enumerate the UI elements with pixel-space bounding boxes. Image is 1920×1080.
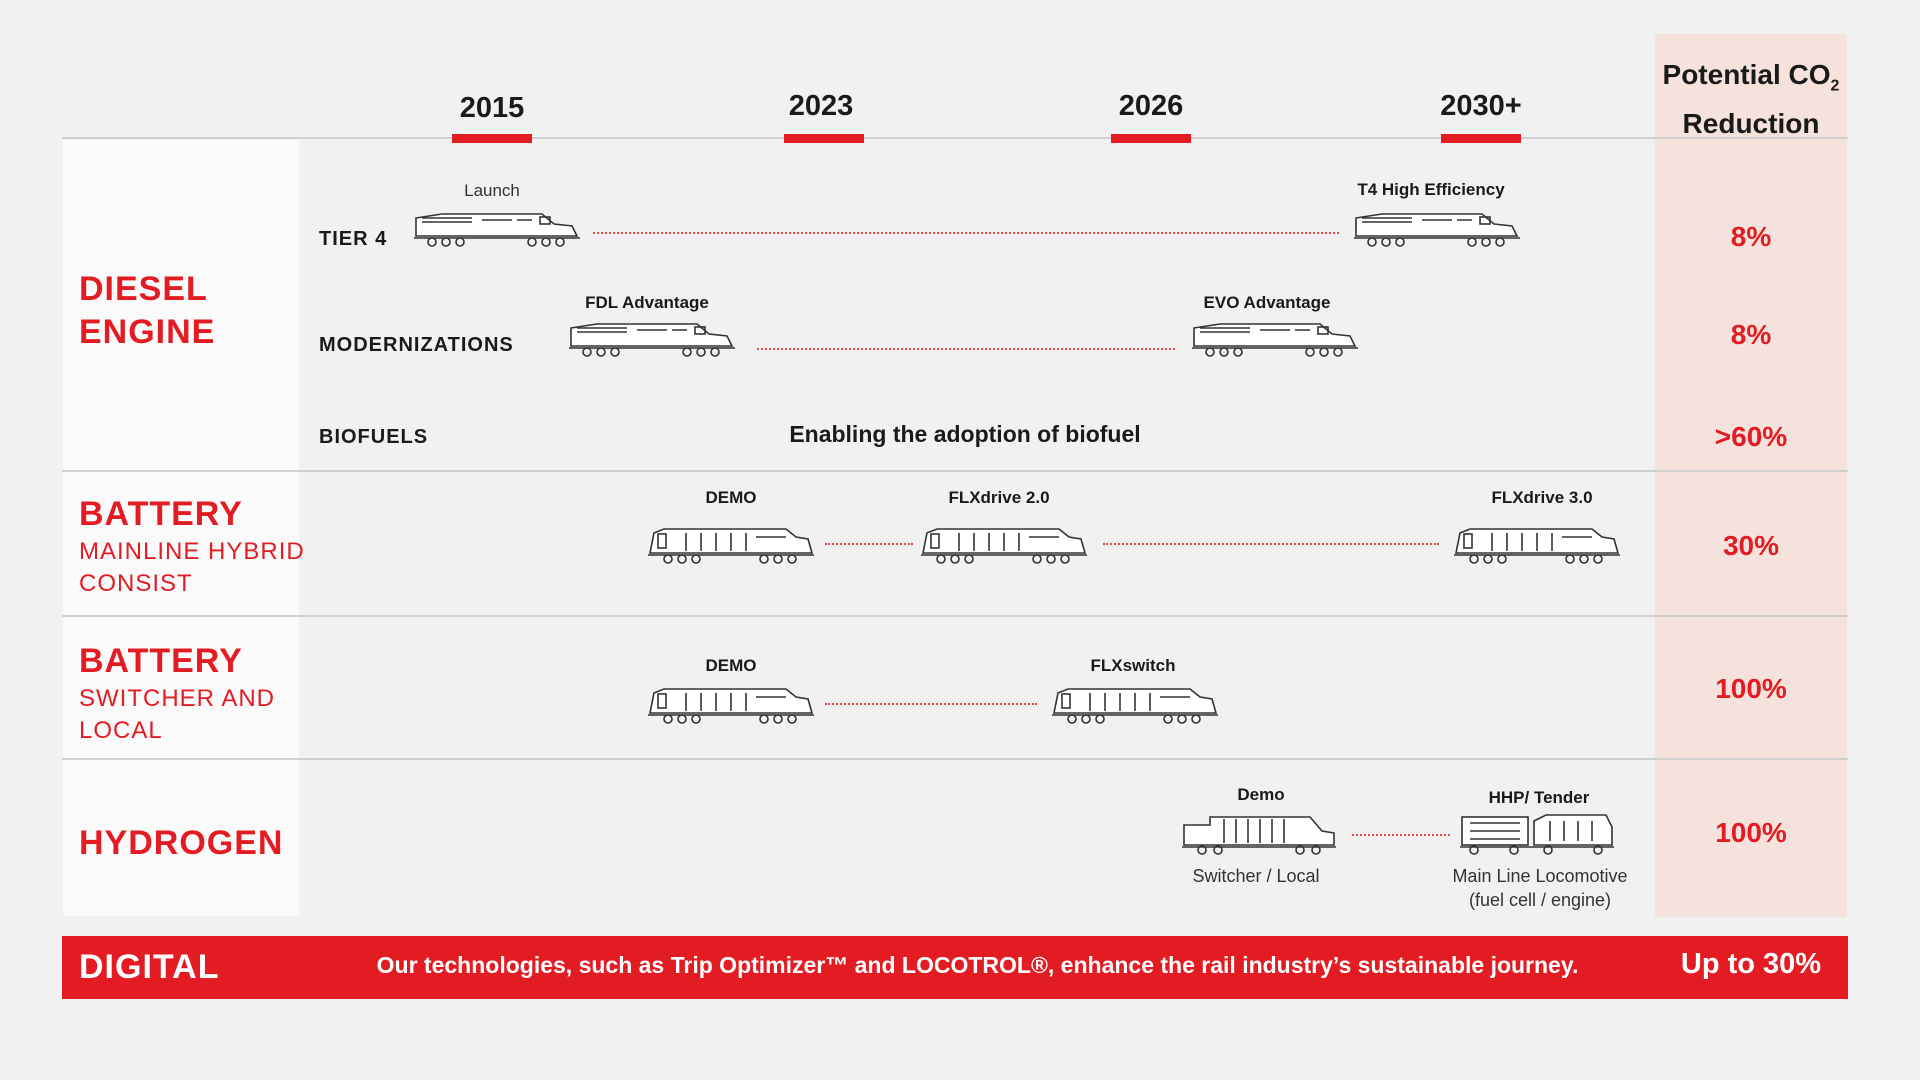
year-2030-plus: 2030+ xyxy=(1440,90,1522,122)
diesel-locomotive-icon xyxy=(1190,318,1360,363)
milestone-fdl-advantage: FDL Advantage xyxy=(585,293,709,312)
category-title: BATTERY xyxy=(79,495,243,533)
category-battery-switcher: BATTERY SWITCHER AND LOCAL xyxy=(79,640,275,747)
co2-title-text-2: Reduction xyxy=(1682,107,1820,139)
milestone-demo: DEMO xyxy=(705,656,757,675)
reduction-battery-mainline: 30% xyxy=(1722,530,1780,561)
row-label-tier4: TIER 4 xyxy=(319,228,388,250)
hydrogen-tender-icon xyxy=(1459,811,1615,860)
year-marker xyxy=(1441,134,1521,143)
milestone-hhp-tender: HHP/ Tender xyxy=(1488,788,1590,807)
timeline-connector xyxy=(1352,834,1450,836)
diesel-locomotive-icon xyxy=(1352,208,1522,253)
caption-line2: (fuel cell / engine) xyxy=(1468,890,1612,910)
category-hydrogen: HYDROGEN xyxy=(79,824,284,862)
milestone-flxdrive-2: FLXdrive 2.0 xyxy=(948,488,1050,507)
category-subtitle-line1: SWITCHER AND xyxy=(79,685,276,712)
timeline-connector xyxy=(1103,543,1439,545)
row-label-modernizations: MODERNIZATIONS xyxy=(319,334,514,356)
battery-switcher-label-panel xyxy=(63,617,299,758)
battery-locomotive-icon xyxy=(1452,525,1622,570)
battery-locomotive-icon xyxy=(646,685,816,730)
header-divider xyxy=(62,137,1848,139)
category-title-line1: DIESEL xyxy=(79,270,208,308)
co2-title-text: Potential CO xyxy=(1662,59,1831,90)
year-2026: 2026 xyxy=(1118,90,1184,122)
category-subtitle-line1: MAINLINE HYBRID xyxy=(79,538,305,565)
timeline-connector xyxy=(757,348,1175,350)
year-marker xyxy=(784,134,864,143)
row-divider xyxy=(62,758,1848,760)
digital-label: DIGITAL xyxy=(79,948,220,986)
reduction-battery-switcher: 100% xyxy=(1715,673,1787,704)
battery-locomotive-icon xyxy=(1050,685,1220,730)
category-subtitle-line2: CONSIST xyxy=(79,570,193,597)
digital-description: Our technologies, such as Trip Optimizer… xyxy=(376,952,1579,978)
category-battery-mainline: BATTERY MAINLINE HYBRID CONSIST xyxy=(79,493,305,600)
timeline-connector xyxy=(593,232,1339,234)
diesel-locomotive-icon xyxy=(567,318,737,363)
year-marker xyxy=(1111,134,1191,143)
milestone-flxswitch: FLXswitch xyxy=(1090,656,1176,675)
reduction-digital: Up to 30% xyxy=(1680,948,1822,980)
co2-column-title: Potential CO2 Reduction xyxy=(1655,56,1847,142)
year-2015: 2015 xyxy=(459,92,525,124)
co2-reduction-column xyxy=(1655,34,1847,917)
row-divider xyxy=(62,470,1848,472)
year-marker xyxy=(452,134,532,143)
hydrogen-label-panel xyxy=(63,760,299,916)
milestone-hydrogen-demo: Demo xyxy=(1237,785,1285,804)
battery-locomotive-icon xyxy=(919,525,1089,570)
diesel-label-panel xyxy=(63,140,299,470)
milestone-flxdrive-3: FLXdrive 3.0 xyxy=(1491,488,1593,507)
milestone-demo: DEMO xyxy=(705,488,757,507)
timeline-connector xyxy=(825,543,913,545)
caption-main-line: Main Line Locomotive (fuel cell / engine… xyxy=(1420,864,1660,912)
timeline-connector xyxy=(825,703,1037,705)
digital-banner xyxy=(62,936,1848,999)
row-divider xyxy=(62,615,1848,617)
co2-subscript: 2 xyxy=(1830,77,1840,95)
caption-line1: Main Line Locomotive xyxy=(1452,866,1628,886)
reduction-hydrogen: 100% xyxy=(1715,817,1787,848)
milestone-launch: Launch xyxy=(464,181,520,200)
milestone-evo-advantage: EVO Advantage xyxy=(1203,293,1331,312)
reduction-tier4: 8% xyxy=(1730,221,1772,252)
battery-locomotive-icon xyxy=(646,525,816,570)
hydrogen-switcher-icon xyxy=(1180,811,1338,860)
reduction-biofuels: >60% xyxy=(1714,421,1788,452)
row-label-biofuels: BIOFUELS xyxy=(319,426,429,448)
caption-switcher-local: Switcher / Local xyxy=(1192,866,1320,886)
category-title-line2: ENGINE xyxy=(79,313,216,351)
category-title: BATTERY xyxy=(79,642,243,680)
biofuel-description: Enabling the adoption of biofuel xyxy=(789,421,1141,447)
category-diesel-engine: DIESEL ENGINE xyxy=(79,268,215,354)
milestone-t4-high-efficiency: T4 High Efficiency xyxy=(1357,180,1505,199)
battery-mainline-label-panel xyxy=(63,472,299,615)
year-2023: 2023 xyxy=(788,90,854,122)
category-subtitle-line2: LOCAL xyxy=(79,717,163,744)
diesel-locomotive-icon xyxy=(412,208,582,253)
reduction-modernizations: 8% xyxy=(1730,319,1772,350)
